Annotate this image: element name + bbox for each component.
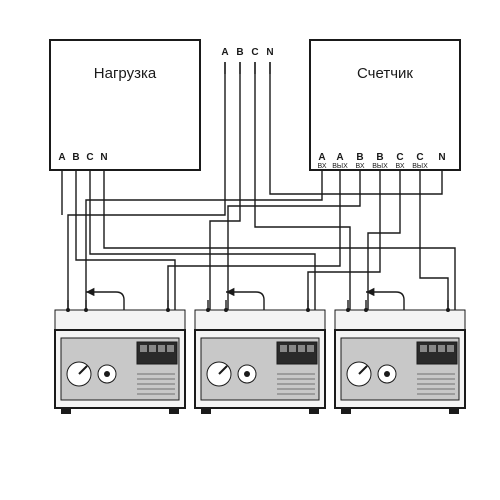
load-box-terminal: N	[100, 152, 107, 163]
wire	[368, 170, 400, 310]
meter-box-terminal-sub: ВЫХ	[412, 163, 428, 170]
meter-box-terminal-sub: ВХ	[317, 163, 326, 170]
meter-box-terminal: C	[416, 152, 423, 163]
device-0	[55, 300, 185, 414]
meter-box-terminal: A	[336, 152, 343, 163]
load-box-terminal: A	[58, 152, 65, 163]
wiring-diagram: НагрузкаABCNСчетчикAВХAВЫХBВХBВЫХCВХCВЫХ…	[0, 0, 500, 500]
meter-box-terminal: C	[396, 152, 403, 163]
load-box-terminal: B	[72, 152, 79, 163]
mains-label: N	[266, 47, 273, 58]
load-box-terminal: C	[86, 152, 93, 163]
wire	[76, 170, 175, 330]
meter-box-title: Счетчик	[357, 65, 413, 82]
load-box-title: Нагрузка	[94, 65, 157, 82]
device-2	[335, 300, 465, 414]
mains-label: A	[221, 47, 228, 58]
meter-box-terminal: B	[376, 152, 383, 163]
meter-box-terminal-sub: ВХ	[395, 163, 404, 170]
wire	[366, 292, 404, 310]
load-box	[50, 40, 200, 170]
mains-label: B	[236, 47, 243, 58]
wire	[86, 170, 322, 310]
meter-box-terminal: N	[438, 152, 445, 163]
meter-box	[310, 40, 460, 170]
meter-box-terminal-sub: ВХ	[355, 163, 364, 170]
mains-label: C	[251, 47, 258, 58]
meter-box-terminal-sub: ВЫХ	[332, 163, 348, 170]
meter-box-terminal: A	[318, 152, 325, 163]
meter-box-terminal-sub: ВЫХ	[372, 163, 388, 170]
wire	[226, 292, 264, 310]
meter-box-terminal: B	[356, 152, 363, 163]
wire	[86, 292, 124, 310]
device-1	[195, 300, 325, 414]
